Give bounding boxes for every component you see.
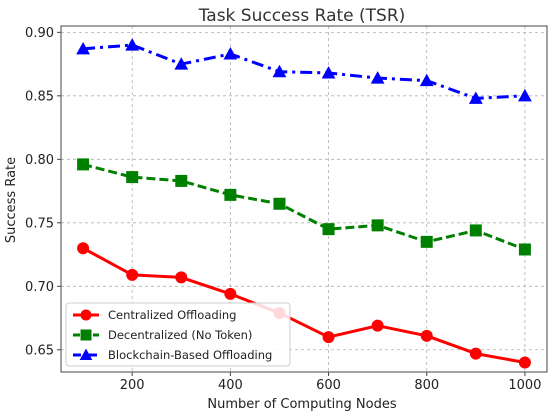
- x-tick-label: 1000: [508, 378, 541, 393]
- y-tick-label: 0.80: [25, 153, 54, 168]
- series-line: [82, 43, 525, 100]
- x-tick-label: 800: [414, 378, 439, 393]
- data-point: [125, 38, 140, 51]
- data-point: [175, 174, 188, 187]
- data-point: [469, 224, 482, 237]
- data-point: [321, 66, 336, 79]
- series-group: [76, 38, 532, 369]
- series-line: [82, 246, 526, 364]
- data-point: [77, 158, 90, 171]
- legend-label: Decentralized (No Token): [108, 328, 252, 342]
- legend-label: Blockchain-Based Offloading: [108, 348, 272, 362]
- data-point: [518, 88, 532, 102]
- data-point: [175, 271, 188, 284]
- data-point: [518, 243, 531, 256]
- x-tick-label: 600: [316, 378, 341, 393]
- series-square: [77, 158, 531, 256]
- data-point: [371, 219, 384, 232]
- plot-area: [60, 25, 548, 373]
- legend-marker: [80, 329, 92, 341]
- legend-label: Centralized Offloading: [108, 308, 236, 322]
- legend-box: [65, 302, 291, 367]
- y-tick-label: 0.75: [25, 216, 54, 231]
- data-point: [420, 235, 433, 248]
- data-point: [370, 71, 385, 84]
- series-line: [82, 162, 526, 251]
- data-point: [76, 41, 90, 55]
- data-point: [77, 242, 90, 255]
- x-tick-label: 400: [218, 378, 243, 393]
- y-tick-label: 0.65: [25, 343, 54, 358]
- data-point: [272, 64, 287, 78]
- data-point: [273, 197, 286, 210]
- legend-marker: [80, 309, 92, 321]
- axis-ticks: 200 400 600 800 1000 0.65 0.70 0.75 0.80 0.85 0.90: [25, 26, 541, 393]
- y-axis-label: Success Rate: [4, 157, 19, 243]
- x-axis-label: Number of Computing Nodes: [207, 397, 396, 412]
- legend: Centralized Offloading Decentralized (No …: [65, 302, 291, 367]
- data-point: [371, 319, 384, 332]
- y-tick-label: 0.70: [25, 280, 54, 295]
- data-point: [126, 171, 139, 184]
- x-tick-label: 200: [120, 378, 145, 393]
- chart-title: Task Success Rate (TSR): [198, 6, 406, 26]
- data-point: [174, 57, 189, 70]
- grid: [61, 26, 547, 372]
- data-point: [420, 329, 433, 342]
- series-triangle: [76, 38, 532, 104]
- data-point: [469, 347, 482, 360]
- data-point: [419, 73, 434, 87]
- data-point: [518, 356, 531, 369]
- data-point: [468, 91, 483, 104]
- data-point: [224, 287, 237, 300]
- data-point: [223, 47, 238, 60]
- data-point: [224, 188, 237, 201]
- y-tick-label: 0.85: [25, 89, 54, 104]
- data-point: [322, 331, 335, 344]
- data-point: [322, 223, 335, 236]
- y-tick-label: 0.90: [25, 26, 54, 41]
- legend-marker: [79, 348, 93, 361]
- data-point: [126, 268, 139, 281]
